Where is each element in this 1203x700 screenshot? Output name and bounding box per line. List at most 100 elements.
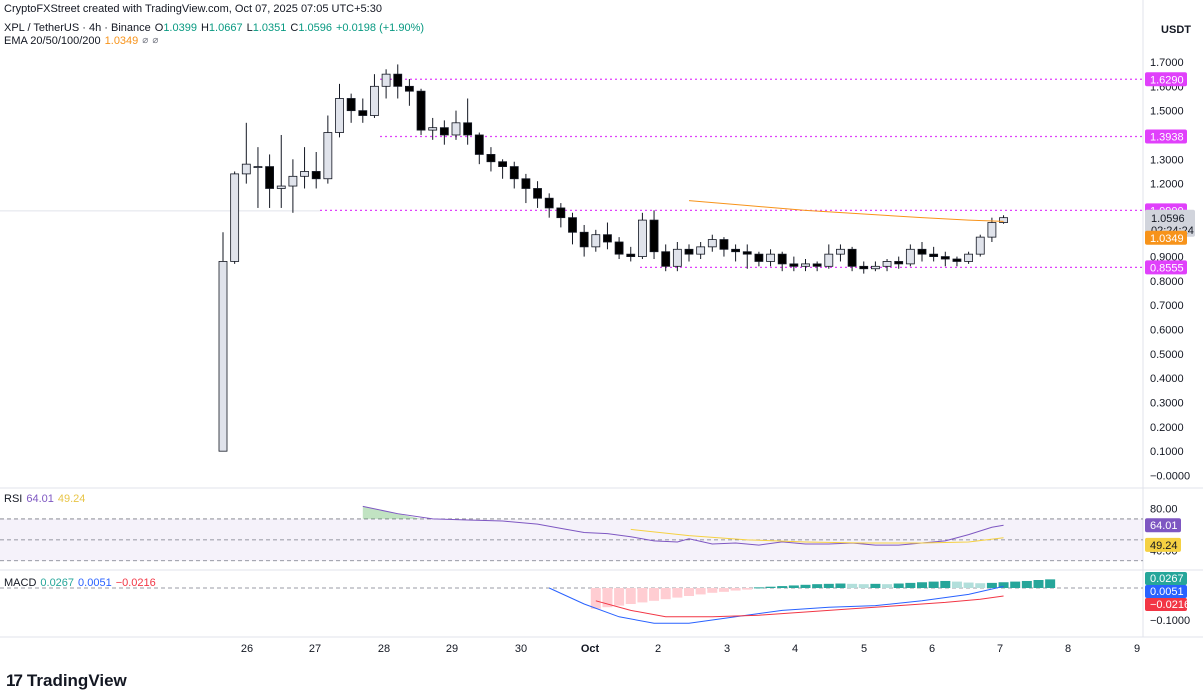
price-tick-label: 0.4000 [1150,373,1184,385]
ema-label[interactable]: EMA 20/50/100/200 [4,35,101,47]
macd-histogram-bar [812,584,823,588]
candle-body [381,73,391,87]
macd-histogram-bar [800,584,811,588]
macd-histogram-bar [963,582,974,588]
candle-body [999,217,1008,223]
candle-body [742,251,752,255]
macd-histogram-bar [660,588,671,600]
candle-body [428,127,438,131]
candle-body [358,110,368,116]
macd-value-box [1145,598,1187,611]
macd-histogram-bar [893,583,904,588]
price-pane[interactable] [0,0,1203,638]
macd-histogram-bar [1021,580,1032,588]
macd-histogram-bar [986,582,997,588]
time-tick-label: 4 [792,643,798,655]
macd-histogram-bar [870,583,881,588]
candle-body [614,241,624,255]
macd-histogram-bar [858,584,869,588]
candle-body [335,98,344,133]
macd-value-label: 0.0267 [1150,573,1184,585]
time-tick-label: 2 [655,643,661,655]
tradingview-mark-icon: 17 [6,671,23,690]
rsi-legend-value: 64.01 [26,493,54,505]
candle-body [882,261,892,267]
time-tick-label: 29 [446,643,458,655]
macd-signal-legend-value: −0.0216 [115,577,156,589]
candle-body [230,173,240,262]
price-axis[interactable]: 1.70001.60001.50001.40001.30001.20001.10… [1145,57,1195,627]
candle-body [579,231,589,248]
rsi-tick-label: 80.00 [1150,503,1178,515]
macd-signal-line [595,595,1004,618]
macd-tick-label: −0.1000 [1150,615,1190,627]
tradingview-logo[interactable]: 17 TradingView [6,671,127,691]
settings-icon[interactable]: ⌀ [152,35,159,46]
candle-body [370,85,379,116]
candle-body [964,253,973,262]
ema-line [688,200,1004,222]
candle-body [474,134,484,155]
candle-body [451,122,461,136]
macd-legend[interactable]: MACD 0.0267 0.0051 −0.0216 [4,577,156,589]
macd-title[interactable]: MACD [4,577,37,589]
candle-body [300,171,309,177]
macd-pane[interactable] [0,579,1143,624]
rsi-pane[interactable] [0,505,1143,562]
level-label: 1.6290 [1150,74,1184,86]
candle-body [253,166,263,168]
candle-body [836,248,845,255]
price-tick-label: −0.0000 [1150,471,1190,483]
candle-body [731,248,740,253]
candle-body [241,163,251,175]
time-tick-label: 30 [515,643,527,655]
time-tick-label: 28 [378,643,390,655]
candle-body [894,261,904,265]
candle-body [265,166,275,189]
high-label: H [200,22,209,34]
candle-body [917,248,927,255]
candle-body [218,261,228,452]
candle-body [789,263,799,267]
rsi-title[interactable]: RSI [4,493,23,505]
candle-body [812,263,822,267]
time-axis[interactable]: 26 27 28 29 30 Oct 2 3 4 5 6 7 8 9 [241,643,1140,655]
macd-hist-legend-value: 0.0267 [40,577,75,589]
candle-body [672,248,682,267]
candle-body [684,248,694,255]
ema-legend[interactable]: EMA 20/50/100/200 1.0349 ⌀ ⌀ [4,35,158,47]
candle-body [544,197,554,209]
time-tick-label: 3 [724,643,730,655]
macd-histogram-bar [788,585,799,588]
macd-histogram-bar [753,587,764,589]
macd-histogram-bar [718,588,729,592]
candle-body [498,161,508,167]
macd-histogram-bar [917,582,927,588]
open-value: 1.0399 [163,22,197,34]
macd-histogram-bar [707,588,718,593]
current-price-label: 1.0596 [1151,213,1185,225]
candle-body [696,246,706,255]
macd-histogram-bar [847,583,858,588]
candle-body [556,207,566,219]
candle-body [311,171,321,180]
time-tick-label: Oct [581,643,600,655]
candle-body [661,251,671,267]
rsi-legend[interactable]: RSI 64.01 49.24 [4,493,85,505]
candle-body [940,256,950,260]
candle-body [591,234,601,248]
currency-unit: USDT [1161,24,1191,36]
symbol-legend[interactable]: XPL / TetherUS · 4h · Binance O1.0399 H1… [4,22,424,34]
eye-icon[interactable]: ⌀ [142,35,149,46]
level-label-box [1145,72,1187,87]
price-tick-label: 1.7000 [1150,57,1184,69]
macd-histogram-bar [823,583,834,588]
macd-histogram-bar [940,580,951,588]
macd-histogram-bar [765,586,776,588]
macd-value-label: 0.0051 [1150,586,1184,598]
price-tick-label: 0.1000 [1150,446,1184,458]
level-label-box [1145,129,1187,144]
symbol-title[interactable]: XPL / TetherUS · 4h · Binance [4,22,151,34]
price-tick-label: 0.3000 [1150,398,1184,410]
